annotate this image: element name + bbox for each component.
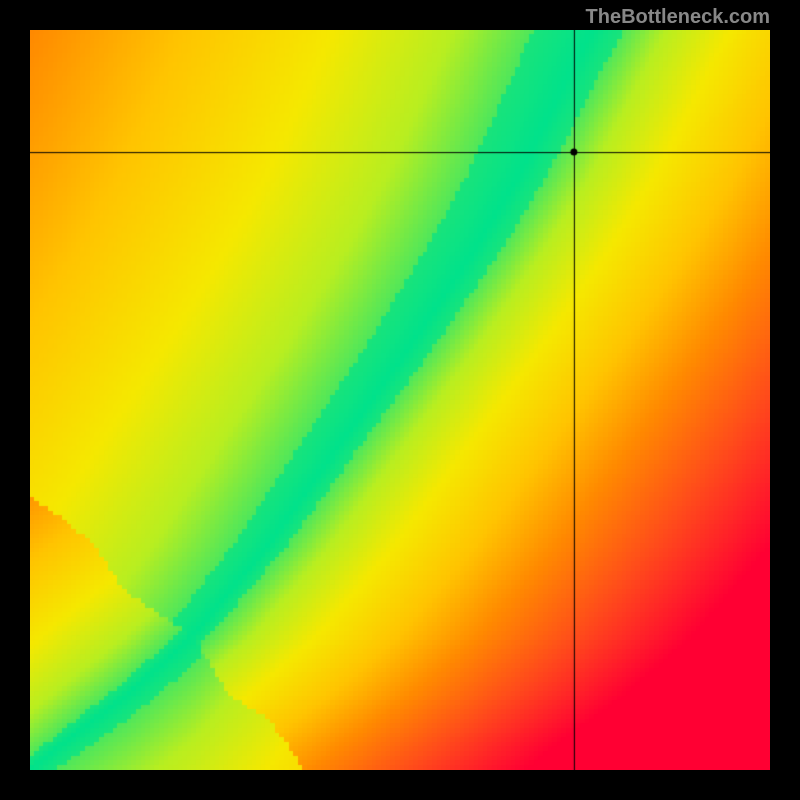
chart-frame — [30, 30, 770, 770]
watermark-text: TheBottleneck.com — [586, 6, 770, 29]
heatmap-canvas — [30, 30, 770, 770]
